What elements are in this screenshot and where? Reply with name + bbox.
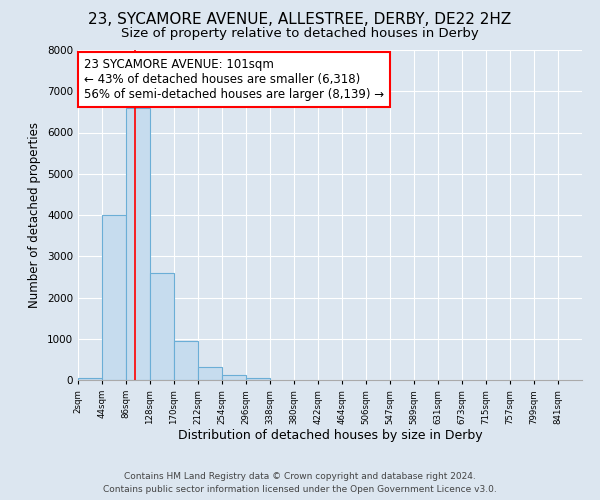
Bar: [78, 378, 102, 380]
Bar: [222, 375, 246, 380]
Bar: [126, 108, 150, 380]
Y-axis label: Number of detached properties: Number of detached properties: [28, 122, 41, 308]
Bar: [246, 378, 270, 380]
Text: 23 SYCAMORE AVENUE: 101sqm
← 43% of detached houses are smaller (6,318)
56% of s: 23 SYCAMORE AVENUE: 101sqm ← 43% of deta…: [84, 58, 384, 101]
X-axis label: Distribution of detached houses by size in Derby: Distribution of detached houses by size …: [178, 430, 482, 442]
Bar: [102, 215, 126, 380]
Text: Size of property relative to detached houses in Derby: Size of property relative to detached ho…: [121, 28, 479, 40]
Bar: [150, 273, 174, 380]
Text: 23, SYCAMORE AVENUE, ALLESTREE, DERBY, DE22 2HZ: 23, SYCAMORE AVENUE, ALLESTREE, DERBY, D…: [88, 12, 512, 28]
Bar: [174, 341, 198, 380]
Text: Contains HM Land Registry data © Crown copyright and database right 2024.
Contai: Contains HM Land Registry data © Crown c…: [103, 472, 497, 494]
Bar: [198, 367, 222, 380]
